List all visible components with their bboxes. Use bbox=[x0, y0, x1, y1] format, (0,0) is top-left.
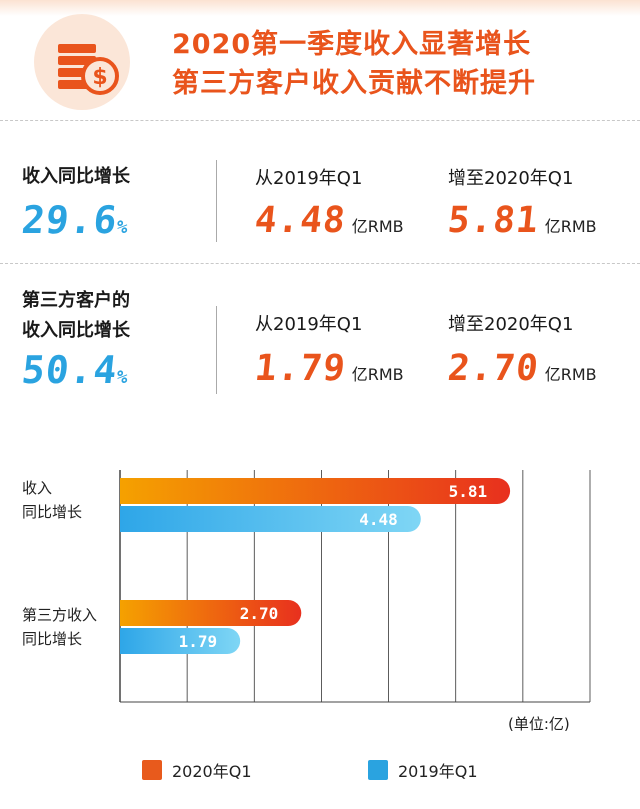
from-value: 4.48 亿RMB bbox=[252, 200, 404, 241]
to-value-unit: 亿RMB bbox=[544, 365, 597, 384]
category-label-line: 同比增长 bbox=[22, 630, 83, 648]
category-label-line: 第三方收入 bbox=[22, 606, 98, 624]
divider-middle bbox=[0, 263, 640, 264]
bar bbox=[120, 478, 511, 504]
from-label: 从2019年Q1 bbox=[255, 314, 363, 335]
metric-label-line: 收入同比增长 bbox=[22, 166, 130, 187]
legend-label: 2019年Q1 bbox=[398, 762, 478, 781]
to-value-unit: 亿RMB bbox=[544, 217, 597, 236]
to-value-number: 5.81 bbox=[445, 200, 541, 241]
category-label-third-party: 第三方收入 同比增长 bbox=[22, 603, 97, 651]
unit-note: (单位:亿) bbox=[508, 715, 570, 733]
header: $ 2020第一季度收入显著增长 第三方客户收入贡献不断提升 bbox=[0, 0, 640, 115]
coins-dollar-icon: $ bbox=[34, 14, 130, 110]
top-band bbox=[0, 0, 640, 16]
bar-value-label: 1.79 bbox=[179, 632, 218, 651]
legend-label: 2020年Q1 bbox=[172, 762, 252, 781]
legend-item-2019: 2019年Q1 bbox=[368, 758, 478, 782]
from-value-number: 4.48 bbox=[252, 200, 348, 241]
to-label: 增至2020年Q1 bbox=[448, 168, 574, 189]
legend-swatch bbox=[368, 760, 388, 780]
page-title-line-1: 2020第一季度收入显著增长 bbox=[172, 29, 532, 60]
bar bbox=[120, 628, 241, 654]
vertical-divider bbox=[216, 306, 217, 394]
metric-percent: 50.4% bbox=[20, 348, 132, 392]
metric-percent-unit: % bbox=[115, 367, 130, 388]
bar bbox=[120, 600, 302, 626]
category-label-revenue: 收入 同比增长 bbox=[22, 476, 82, 524]
metric-label-line: 第三方客户的 bbox=[22, 290, 130, 311]
metric-percent-value: 29.6 bbox=[19, 198, 120, 242]
from-value: 1.79 亿RMB bbox=[252, 348, 404, 389]
metric-percent-unit: % bbox=[115, 217, 130, 238]
to-label: 增至2020年Q1 bbox=[448, 314, 574, 335]
metric-label: 收入同比增长 bbox=[22, 162, 130, 192]
page-title-line-2: 第三方客户收入贡献不断提升 bbox=[172, 68, 536, 99]
bar-chart: 5.81 4.48 2.70 1.79 bbox=[119, 470, 591, 703]
svg-text:$: $ bbox=[92, 65, 107, 90]
bar-value-label: 2.70 bbox=[240, 604, 279, 623]
from-label: 从2019年Q1 bbox=[255, 168, 363, 189]
metric-percent-value: 50.4 bbox=[19, 348, 120, 392]
bar-value-label: 5.81 bbox=[449, 482, 488, 501]
to-value-number: 2.70 bbox=[445, 348, 541, 389]
metric-label: 第三方客户的 收入同比增长 bbox=[22, 286, 130, 346]
bar bbox=[120, 506, 421, 532]
category-label-line: 同比增长 bbox=[22, 503, 83, 521]
from-value-unit: 亿RMB bbox=[351, 365, 404, 384]
metric-label-line: 收入同比增长 bbox=[22, 320, 130, 341]
to-value: 5.81 亿RMB bbox=[445, 200, 597, 241]
legend-swatch bbox=[142, 760, 162, 780]
to-value: 2.70 亿RMB bbox=[445, 348, 597, 389]
metric-percent: 29.6% bbox=[20, 198, 132, 242]
divider-top bbox=[0, 120, 640, 121]
legend-item-2020: 2020年Q1 bbox=[142, 758, 252, 782]
from-value-unit: 亿RMB bbox=[351, 217, 404, 236]
category-label-line: 收入 bbox=[22, 479, 53, 497]
from-value-number: 1.79 bbox=[252, 348, 348, 389]
bar-value-label: 4.48 bbox=[359, 510, 398, 529]
vertical-divider bbox=[216, 160, 217, 242]
